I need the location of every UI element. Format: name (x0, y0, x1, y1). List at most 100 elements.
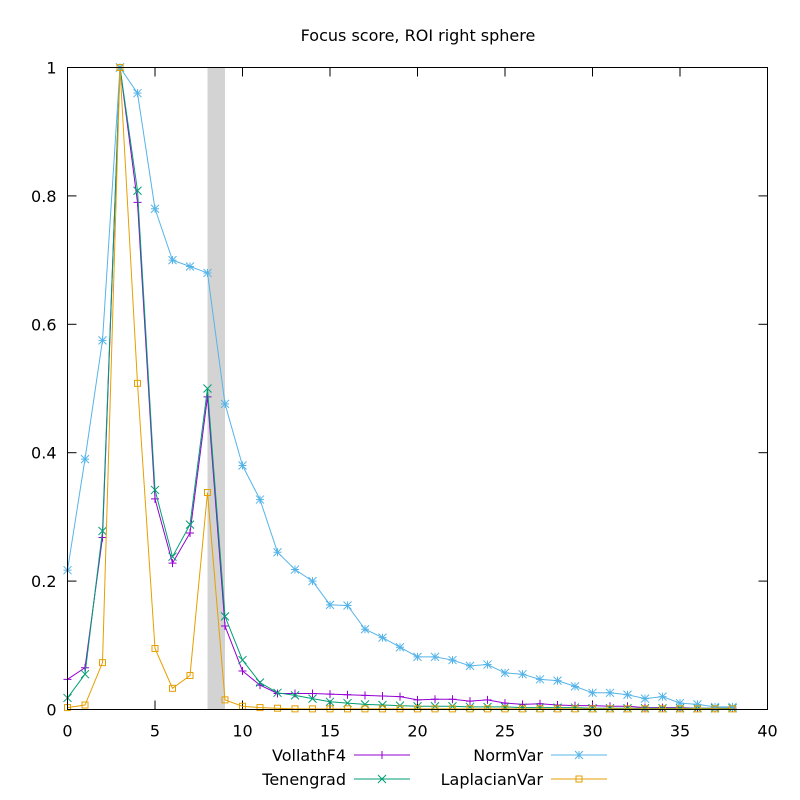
legend-label-laplacianvar: LaplacianVar (441, 770, 544, 789)
data-point-laplacianvar (396, 705, 404, 713)
data-point-normvar (395, 642, 405, 652)
x-tick-label: 5 (150, 722, 160, 741)
data-point-laplacianvar (134, 379, 141, 387)
y-tick-label: 0.6 (31, 315, 56, 334)
data-point-tenengrad (185, 520, 195, 529)
x-tick-label: 35 (670, 722, 690, 741)
data-point-normvar (430, 652, 440, 662)
axes-layer: 0 5 10 15 20 25 30 35 40 0 0.2 0.4 0.6 0.8 1 (31, 59, 778, 741)
data-point-laplacianvar (326, 705, 334, 713)
data-point-laplacianvar (676, 705, 684, 713)
data-point-vollathf4 (378, 692, 387, 701)
data-point-vollathf4 (483, 695, 492, 704)
y-tick-label: 1 (46, 59, 56, 78)
legend-marker-vollathf4 (378, 751, 386, 759)
data-point-normvar (448, 655, 457, 665)
data-point-normvar (185, 262, 195, 271)
x-tick-label: 40 (757, 722, 777, 741)
data-point-vollathf4 (536, 699, 544, 708)
data-point-normvar (273, 547, 282, 557)
data-point-normvar (133, 88, 142, 98)
data-point-vollathf4 (291, 689, 299, 698)
data-point-laplacianvar (554, 705, 561, 713)
data-point-normvar (693, 700, 702, 709)
data-point-normvar (308, 576, 317, 586)
data-point-normvar (325, 600, 335, 610)
data-point-tenengrad (308, 694, 317, 703)
legend-label-vollathf4: VollathF4 (272, 746, 346, 765)
data-point-normvar (378, 633, 387, 642)
data-point-laplacianvar (484, 705, 491, 713)
data-point-laplacianvar (379, 705, 386, 713)
data-point-tenengrad (150, 485, 160, 495)
data-point-laplacianvar (186, 671, 194, 679)
data-point-normvar (658, 692, 667, 702)
data-point-normvar (675, 698, 685, 708)
data-point-laplacianvar (449, 705, 456, 713)
data-point-tenengrad (220, 612, 230, 621)
data-point-laplacianvar (81, 701, 89, 709)
legend-label-normvar: NormVar (473, 746, 543, 765)
data-point-normvar (640, 694, 650, 703)
data-point-vollathf4 (448, 695, 457, 704)
data-point-laplacianvar (501, 705, 509, 713)
data-point-tenengrad (238, 655, 247, 665)
data-point-normvar (80, 454, 90, 464)
x-tick-label: 30 (582, 722, 602, 741)
x-tick-label: 15 (320, 722, 340, 741)
x-tick-label: 10 (232, 722, 252, 741)
data-point-vollathf4 (466, 697, 474, 706)
data-point-normvar (168, 255, 177, 265)
plot-area-border (67, 67, 768, 710)
data-point-laplacianvar (204, 489, 211, 497)
y-tick-label: 0.2 (31, 572, 56, 591)
data-point-tenengrad (133, 186, 142, 196)
data-point-vollathf4 (396, 692, 404, 701)
chart-title: Focus score, ROI right sphere (301, 26, 536, 45)
data-point-vollathf4 (413, 695, 422, 704)
y-tick-label: 0.4 (31, 444, 56, 463)
data-point-normvar (465, 661, 475, 671)
data-point-laplacianvar (414, 705, 421, 713)
legend-marker-laplacianvar (575, 775, 583, 783)
data-point-laplacianvar (344, 705, 351, 713)
data-point-normvar (728, 702, 737, 712)
data-point-tenengrad (255, 678, 265, 687)
data-point-normvar (238, 461, 247, 470)
data-point-tenengrad (168, 552, 177, 562)
data-point-tenengrad (203, 384, 212, 393)
data-point-laplacianvar (466, 705, 474, 713)
y-tick-label: 0 (46, 701, 56, 720)
data-point-vollathf4 (186, 528, 194, 537)
data-point-laplacianvar (641, 705, 649, 713)
legend: VollathF4 Tenengrad NormVar LaplacianVar (261, 746, 607, 789)
data-point-normvar (343, 601, 352, 610)
x-tick-label: 25 (495, 722, 515, 741)
legend-marker-normvar (574, 750, 584, 760)
data-point-normvar (98, 335, 107, 345)
data-point-normvar (255, 495, 265, 504)
data-point-normvar (413, 652, 422, 662)
data-point-normvar (290, 565, 300, 574)
data-point-vollathf4 (343, 690, 352, 699)
x-tick-label: 0 (62, 722, 72, 741)
data-point-vollathf4 (221, 622, 229, 631)
data-point-normvar (360, 624, 370, 634)
data-point-laplacianvar (694, 705, 701, 713)
data-point-laplacianvar (361, 705, 369, 713)
data-point-laplacianvar (169, 684, 176, 692)
data-point-normvar (553, 676, 562, 685)
data-point-vollathf4 (133, 198, 142, 207)
series-line-laplacianvar (67, 67, 733, 710)
data-point-normvar (203, 268, 212, 278)
data-point-tenengrad (80, 669, 90, 679)
data-point-laplacianvar (519, 705, 526, 713)
data-point-normvar (570, 682, 580, 691)
data-point-normvar (535, 674, 545, 684)
data-point-laplacianvar (571, 705, 579, 713)
data-point-normvar (500, 668, 510, 678)
data-point-normvar (518, 669, 527, 679)
data-point-laplacianvar (536, 705, 544, 713)
data-point-vollathf4 (238, 666, 247, 675)
